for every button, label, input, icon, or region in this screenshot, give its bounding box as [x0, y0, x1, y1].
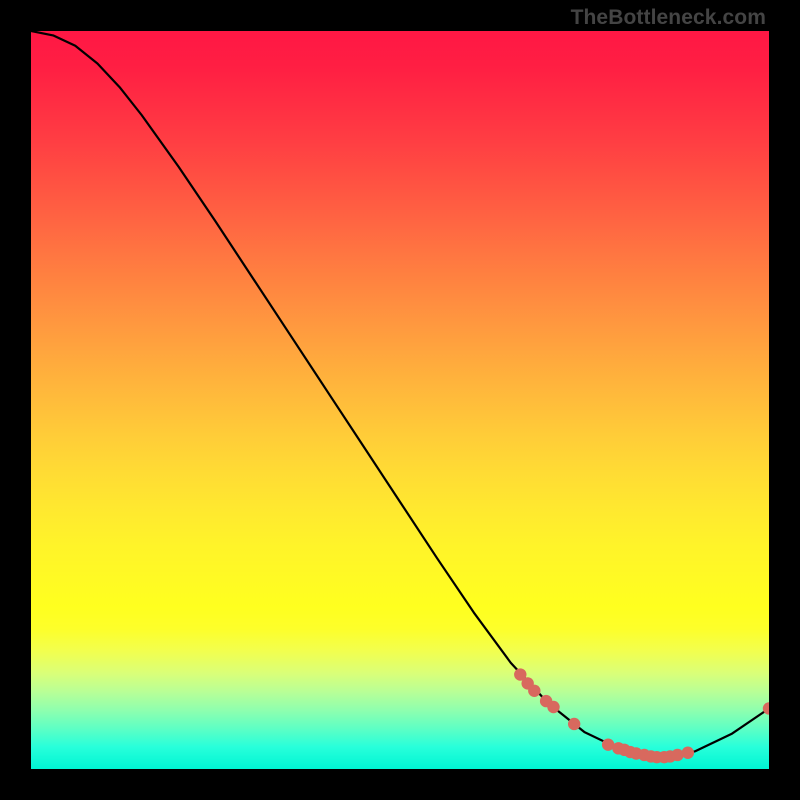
attribution-label: TheBottleneck.com [571, 6, 766, 30]
data-marker [568, 718, 580, 730]
plot-area [31, 31, 769, 769]
data-marker [671, 749, 683, 761]
curve-layer [31, 31, 769, 769]
data-marker [547, 701, 559, 713]
data-marker [528, 685, 540, 697]
data-marker [682, 747, 694, 759]
bottleneck-curve [31, 31, 769, 757]
chart-container: TheBottleneck.com [0, 0, 800, 800]
marker-group [514, 668, 769, 763]
